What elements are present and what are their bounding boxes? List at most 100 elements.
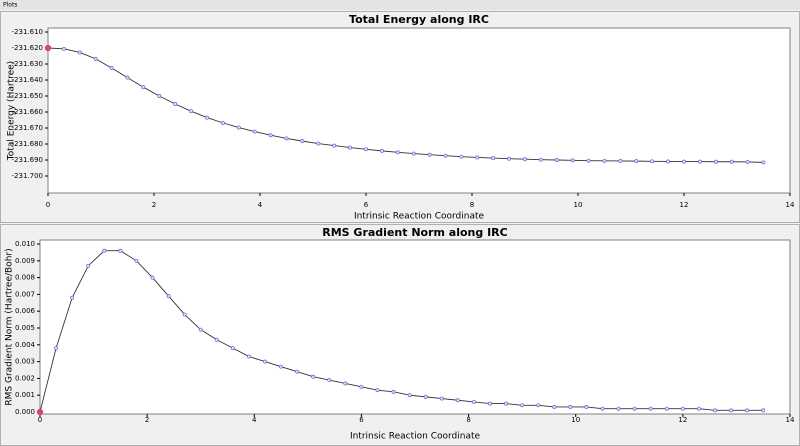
data-point xyxy=(279,364,284,369)
x-tick-label: 12 xyxy=(680,201,689,209)
y-tick-label: -231.670 xyxy=(12,124,43,132)
data-point xyxy=(205,115,209,120)
y-tick-label: -231.680 xyxy=(12,140,43,148)
data-point xyxy=(666,159,671,164)
data-point xyxy=(109,66,114,70)
data-point xyxy=(77,50,82,55)
x-tick-label: 6 xyxy=(359,416,364,424)
data-point xyxy=(616,406,621,411)
data-point xyxy=(300,139,305,144)
y-tick-label: 0.003 xyxy=(15,358,35,366)
data-point xyxy=(198,327,203,332)
y-tick-label: -231.640 xyxy=(12,76,43,84)
data-point xyxy=(696,406,701,411)
y-tick-label: -231.660 xyxy=(12,108,43,116)
data-point xyxy=(713,159,718,164)
x-axis-label: Intrinsic Reaction Coordinate xyxy=(350,432,481,442)
data-point xyxy=(375,388,380,393)
data-point xyxy=(252,129,257,134)
data-point xyxy=(327,378,332,383)
title-bar xyxy=(0,0,800,10)
data-point xyxy=(536,403,541,408)
data-point xyxy=(118,248,123,253)
x-tick-label: 0 xyxy=(38,416,42,424)
data-point xyxy=(745,408,750,413)
data-point xyxy=(602,158,607,163)
data-point xyxy=(407,393,412,398)
data-point xyxy=(439,396,444,401)
data-point xyxy=(427,152,432,157)
data-line xyxy=(39,250,764,413)
data-line xyxy=(47,47,764,163)
data-point xyxy=(423,394,428,399)
data-point xyxy=(316,141,321,146)
y-tick-label: -231.620 xyxy=(12,44,43,52)
data-point xyxy=(173,102,178,106)
data-point xyxy=(125,75,130,80)
data-point xyxy=(70,295,75,300)
y-axis-label: Total Energy (Hartree) xyxy=(7,61,17,161)
data-point xyxy=(680,406,685,411)
selected-point xyxy=(44,44,52,52)
data-point xyxy=(729,159,734,164)
x-tick-label: 10 xyxy=(574,201,583,209)
data-point xyxy=(600,406,605,411)
data-point xyxy=(411,151,416,156)
data-point xyxy=(538,157,543,162)
data-point xyxy=(284,136,289,141)
data-point xyxy=(632,406,637,411)
data-point xyxy=(141,85,146,90)
x-tick-label: 10 xyxy=(571,416,580,424)
data-point xyxy=(61,46,66,51)
data-point xyxy=(520,403,525,408)
data-point xyxy=(455,398,460,403)
data-point xyxy=(491,156,496,161)
data-point xyxy=(395,150,400,155)
data-point xyxy=(761,408,766,413)
y-axis-label: RMS Gradient Norm (Hartree/Bohr) xyxy=(5,248,15,405)
data-point xyxy=(246,354,251,359)
data-point xyxy=(471,399,476,404)
data-point xyxy=(634,159,639,164)
data-point xyxy=(189,109,194,114)
data-point xyxy=(459,154,464,159)
data-point xyxy=(618,159,623,163)
data-point xyxy=(359,384,364,389)
data-point xyxy=(761,160,766,165)
data-point xyxy=(648,406,653,411)
y-tick-label: 0.002 xyxy=(15,374,35,382)
data-point xyxy=(332,143,337,148)
y-tick-label: -231.650 xyxy=(12,92,43,100)
data-point xyxy=(568,405,573,409)
data-point xyxy=(230,346,235,351)
data-point xyxy=(343,381,348,386)
y-tick-label: 0.006 xyxy=(15,307,36,315)
data-point xyxy=(220,120,225,125)
y-tick-label: -231.630 xyxy=(12,60,43,68)
y-tick-label: -231.700 xyxy=(12,172,43,180)
data-point xyxy=(364,147,368,152)
y-tick-label: 0.000 xyxy=(15,408,35,416)
data-point xyxy=(166,294,171,299)
data-point xyxy=(379,148,384,153)
window-title: Plots xyxy=(3,2,17,9)
data-point xyxy=(268,133,273,138)
data-point xyxy=(697,159,702,164)
selected-point xyxy=(36,408,44,416)
data-point xyxy=(650,159,655,164)
y-tick-label: -231.610 xyxy=(12,28,43,36)
data-point xyxy=(713,408,717,413)
data-point xyxy=(507,156,512,161)
data-point xyxy=(102,248,107,253)
data-point xyxy=(488,401,492,406)
data-point xyxy=(150,275,155,280)
data-point xyxy=(93,56,98,61)
data-point xyxy=(134,258,139,263)
x-tick-label: 4 xyxy=(258,201,263,209)
data-point xyxy=(86,263,91,268)
x-tick-label: 2 xyxy=(152,201,156,209)
y-tick-label: 0.005 xyxy=(15,324,35,332)
data-point xyxy=(523,157,527,162)
